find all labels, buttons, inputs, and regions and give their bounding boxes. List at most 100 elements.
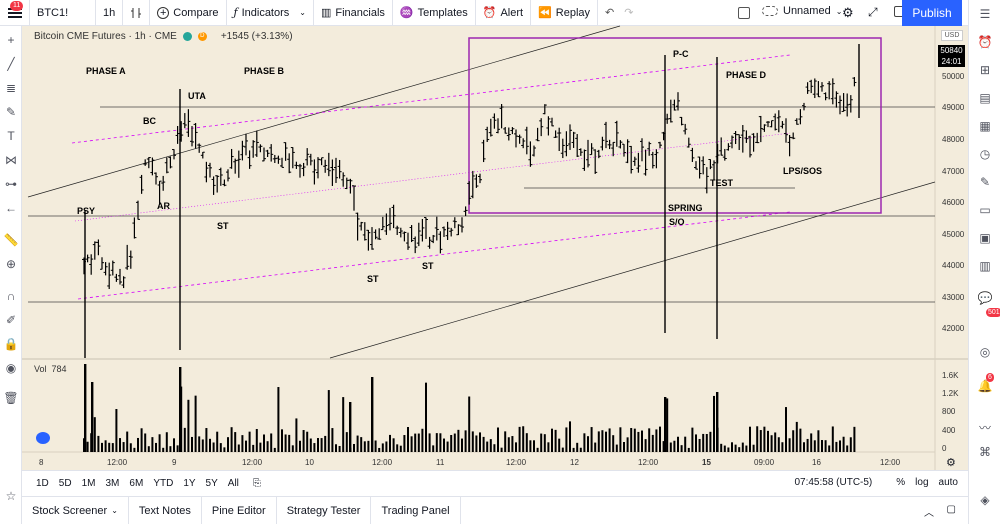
tab-strategy-tester[interactable]: Strategy Tester — [277, 496, 372, 524]
timeframe-button[interactable]: YTD — [153, 478, 174, 489]
alert-button[interactable]: ⏰ Alert — [476, 0, 532, 26]
back-arrow-icon[interactable]: ← — [5, 201, 17, 215]
volume-bar — [97, 435, 100, 452]
undo-icon[interactable]: ↶ — [605, 7, 615, 19]
expand-icon[interactable]: ⤢ — [868, 5, 878, 19]
timeframe-button[interactable]: 1Y — [183, 478, 196, 489]
trash-icon[interactable]: 🗑 — [3, 391, 19, 405]
news-icon[interactable]: ▤ — [979, 91, 991, 105]
wyckoff-label[interactable]: TEST — [710, 178, 734, 188]
calendar-icon[interactable]: ▦ — [979, 119, 991, 133]
phase-box[interactable] — [468, 37, 882, 214]
fullscreen-toggle-icon[interactable] — [738, 7, 750, 19]
maximize-icon[interactable]: ▢ — [946, 504, 956, 515]
brush-icon[interactable]: ✎ — [5, 105, 17, 119]
streams-icon[interactable]: ◎ — [979, 345, 991, 359]
wyckoff-label[interactable]: ST — [422, 261, 434, 271]
text-icon[interactable]: T — [7, 129, 15, 143]
volume-legend[interactable]: Vol 784 — [34, 364, 67, 374]
timeframe-button[interactable]: 1D — [36, 478, 49, 489]
depth-icon[interactable]: ▥ — [979, 259, 991, 273]
watchlist-icon[interactable]: ☰ — [979, 7, 991, 21]
crosshair-icon[interactable]: + — [7, 33, 15, 47]
tab-stock-screener[interactable]: Stock Screener ⌄ — [22, 496, 129, 524]
wyckoff-label[interactable]: ST — [367, 274, 379, 284]
hotlist-icon[interactable]: ◷ — [979, 147, 991, 161]
auto-toggle[interactable]: auto — [938, 477, 958, 488]
pulse-icon[interactable]: 〰 — [978, 421, 991, 435]
gear-icon[interactable]: ⚙ — [842, 5, 854, 20]
currency-label[interactable]: USD — [941, 30, 963, 41]
wyckoff-label[interactable]: BC — [143, 116, 156, 126]
log-toggle[interactable]: log — [915, 477, 929, 488]
notifications-icon[interactable]: 🔔 — [977, 379, 993, 393]
data-window-icon[interactable]: ⊞ — [979, 63, 991, 77]
lower-trendline[interactable] — [329, 181, 936, 359]
timeframe-button[interactable]: 5Y — [205, 478, 218, 489]
date-range-icon[interactable]: ⎘ — [252, 478, 261, 489]
lock-icon[interactable]: 🔒 — [3, 337, 19, 351]
chat-icon[interactable]: ▭ — [979, 203, 991, 217]
fib-icon[interactable]: ≣ — [5, 81, 17, 95]
wyckoff-label[interactable]: PHASE B — [244, 66, 285, 76]
channel-mid[interactable] — [74, 132, 791, 222]
chart-style-button[interactable] — [123, 0, 151, 26]
indicators-button[interactable]: ƒ Indicators ⌄ — [227, 0, 314, 26]
tab-text-notes[interactable]: Text Notes — [129, 496, 202, 524]
upper-trendline[interactable] — [27, 25, 621, 198]
menu-button[interactable]: 11 — [0, 0, 30, 26]
magnet-icon[interactable]: ∩ — [6, 289, 16, 303]
wyckoff-label[interactable]: SPRING — [668, 203, 703, 213]
replay-button[interactable]: ⏪ Replay — [531, 0, 599, 26]
axis-settings-icon[interactable]: ⚙ — [946, 457, 956, 469]
clock[interactable]: 07:45:58 (UTC-5) — [794, 477, 873, 488]
wyckoff-label[interactable]: UTA — [188, 91, 206, 101]
timeframe-button[interactable]: 3M — [105, 478, 120, 489]
redo-icon[interactable]: ↷ — [624, 7, 634, 19]
timeframe-button[interactable]: All — [227, 478, 239, 489]
tab-trading-panel[interactable]: Trading Panel — [371, 496, 461, 524]
wyckoff-label[interactable]: P-C — [673, 49, 689, 59]
prediction-icon[interactable]: ⊶ — [5, 177, 17, 191]
ideas-icon[interactable]: 💬 — [977, 291, 993, 305]
price-tick: 50000 — [942, 72, 965, 81]
volume-bar — [219, 443, 222, 452]
wyckoff-label[interactable]: S/O — [669, 217, 685, 227]
symbol-search[interactable]: BTC1! — [30, 0, 96, 26]
alarm-icon[interactable]: ⏰ — [977, 35, 993, 49]
volume-bar — [187, 399, 190, 452]
calc-icon[interactable]: ▣ — [979, 231, 991, 245]
pattern-icon[interactable]: ⋈ — [5, 153, 17, 167]
timeframe-button[interactable]: 5D — [58, 478, 72, 489]
chevrons-icon[interactable]: ⌘ — [979, 445, 991, 459]
price-tick: 45000 — [942, 230, 965, 239]
publish-button[interactable]: Publish — [902, 0, 962, 26]
notes-icon[interactable]: ✎ — [979, 175, 991, 189]
volume-bar — [227, 437, 229, 452]
collapse-icon[interactable]: ︿ — [924, 508, 934, 519]
timeframe-button[interactable]: 1M — [81, 478, 96, 489]
zoom-icon[interactable]: ⊕ — [5, 257, 17, 271]
trend-line-icon[interactable]: ╱ — [7, 57, 15, 71]
lock-drawing-icon[interactable]: ✐ — [5, 313, 17, 327]
wyckoff-label[interactable]: PHASE A — [86, 66, 126, 76]
wyckoff-label[interactable]: PSY — [77, 206, 96, 216]
percent-toggle[interactable]: % — [896, 477, 906, 488]
timeframe-button[interactable]: 6M — [129, 478, 144, 489]
compare-button[interactable]: + Compare — [150, 0, 227, 26]
interval-button[interactable]: 1h — [96, 0, 124, 26]
wyckoff-label[interactable]: ST — [217, 221, 229, 231]
layers-icon[interactable]: ◈ — [980, 493, 990, 507]
financials-button[interactable]: ▥ Financials — [314, 0, 393, 26]
tab-pine-editor[interactable]: Pine Editor — [202, 496, 277, 524]
templates-button[interactable]: ♒ Templates — [393, 0, 476, 26]
chart-legend[interactable]: Bitcoin CME Futures · 1h · CME D +1545 (… — [34, 31, 293, 42]
ruler-icon[interactable]: 📏 — [3, 233, 19, 247]
wyckoff-label[interactable]: LPS/SOS — [783, 166, 823, 176]
star-icon[interactable]: ☆ — [5, 489, 17, 503]
eye-icon[interactable]: ◉ — [5, 361, 17, 375]
wyckoff-label[interactable]: PHASE D — [726, 70, 767, 80]
layout-menu[interactable]: Unnamed ⌄ — [762, 5, 842, 17]
wyckoff-label[interactable]: AR — [157, 201, 170, 211]
